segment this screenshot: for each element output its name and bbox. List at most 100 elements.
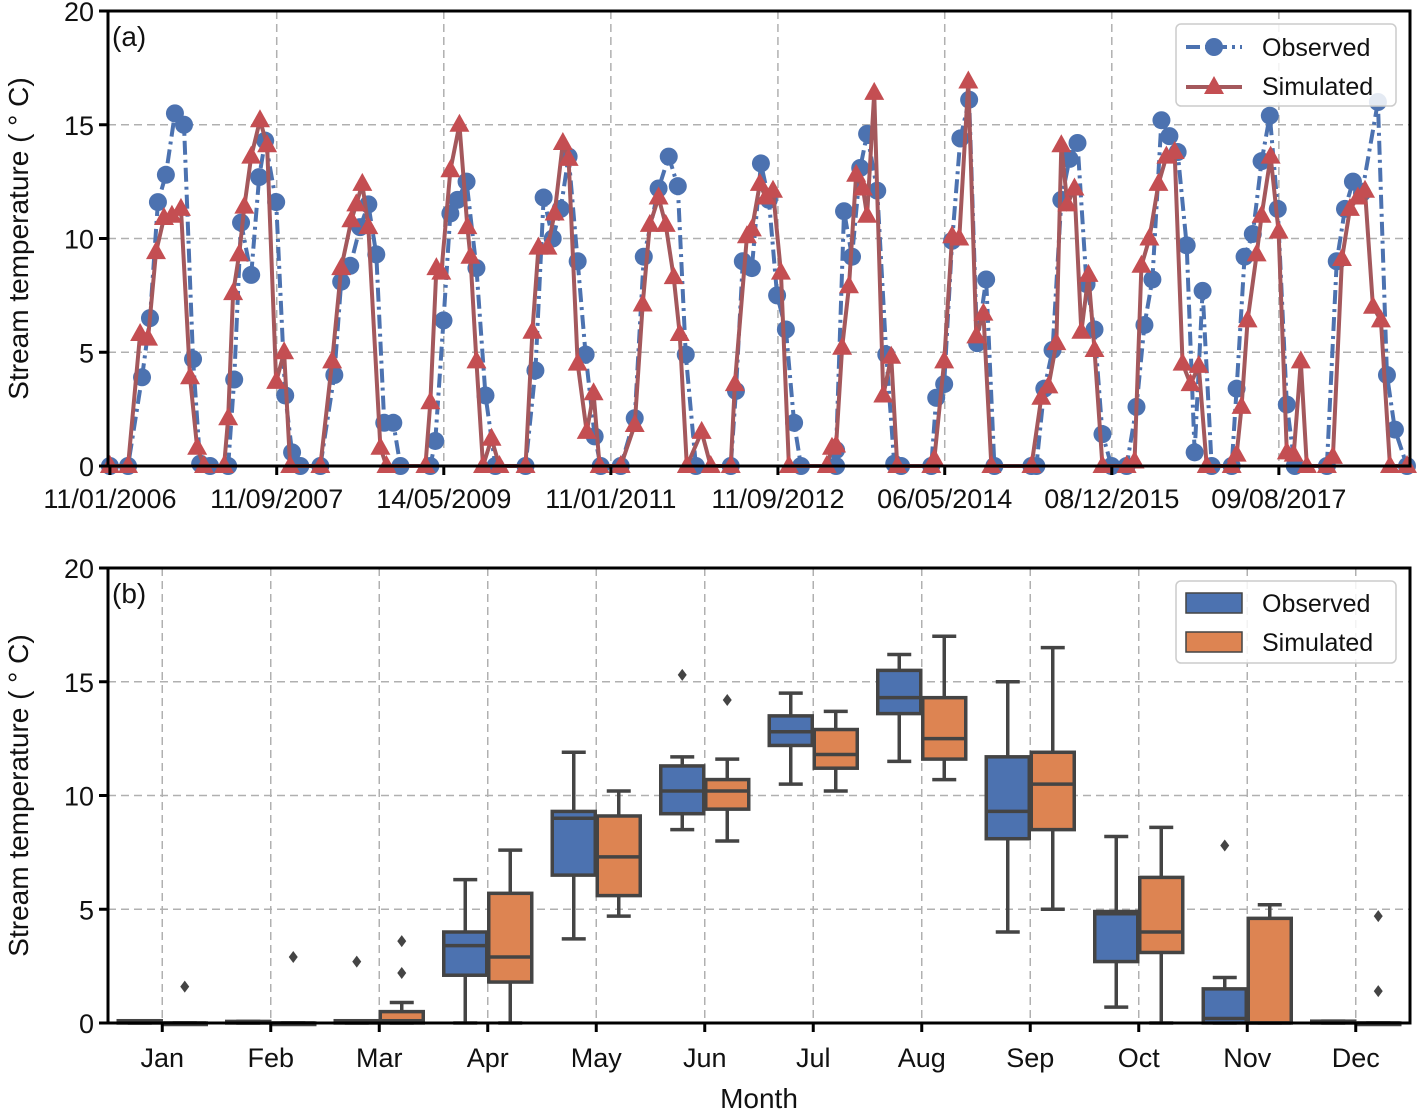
legend-observed-label: Observed bbox=[1262, 590, 1370, 618]
simulated-point bbox=[864, 81, 885, 100]
simulated-point bbox=[352, 172, 373, 191]
x-tick-label: May bbox=[571, 1043, 623, 1073]
observed-box-mar bbox=[333, 955, 380, 1025]
box-iqr bbox=[1246, 916, 1293, 1025]
observed-point bbox=[1160, 127, 1179, 146]
simulated-point bbox=[1057, 193, 1078, 212]
simulated-point bbox=[218, 407, 239, 426]
simulated-point bbox=[341, 209, 362, 228]
legend-simulated-label: Simulated bbox=[1262, 629, 1373, 657]
simulated-point bbox=[146, 241, 167, 260]
simulated-point bbox=[958, 70, 979, 89]
box-iqr bbox=[550, 809, 597, 877]
simulated-point bbox=[1355, 179, 1376, 198]
simulated-point bbox=[118, 455, 139, 473]
box-iqr bbox=[876, 668, 923, 716]
simulated-point bbox=[161, 204, 182, 223]
legend-observed-label: Observed bbox=[1262, 34, 1370, 62]
simulated-point bbox=[473, 455, 494, 473]
simulated-point bbox=[576, 420, 597, 439]
y-tick-label: 5 bbox=[79, 338, 94, 368]
simulated-point bbox=[138, 327, 159, 346]
panel-b-y-axis-title: Stream temperature ( ° C) bbox=[3, 634, 34, 956]
simulated-point bbox=[1116, 455, 1137, 473]
simulated-point bbox=[241, 145, 262, 164]
simulated-point bbox=[1331, 247, 1352, 266]
outlier-point bbox=[1373, 910, 1383, 923]
simulated-point bbox=[966, 325, 987, 344]
simulated-point bbox=[522, 320, 543, 339]
simulated-point bbox=[280, 455, 301, 473]
observed-point bbox=[659, 147, 678, 166]
observed-point bbox=[1193, 281, 1212, 300]
panel-b-y-ticks: 0 5 10 15 20 bbox=[64, 554, 108, 1039]
simulated-point bbox=[223, 282, 244, 301]
simulated-point bbox=[257, 134, 278, 153]
observed-box-jul bbox=[767, 691, 814, 786]
x-tick-label: 11/09/2012 bbox=[711, 484, 844, 514]
outlier-point bbox=[722, 693, 732, 706]
simulated-point bbox=[741, 218, 762, 237]
simulated-point bbox=[589, 455, 610, 473]
simulated-point bbox=[1156, 145, 1177, 164]
simulated-point bbox=[816, 455, 837, 473]
simulated-point bbox=[1124, 450, 1145, 469]
simulated-point bbox=[1084, 338, 1105, 357]
simulated-point bbox=[762, 179, 783, 198]
simulated-point bbox=[489, 455, 510, 473]
simulated-point bbox=[457, 216, 478, 235]
x-tick-label: 11/09/2007 bbox=[210, 484, 343, 514]
simulated-point bbox=[881, 345, 902, 364]
y-tick-label: 20 bbox=[64, 0, 94, 27]
simulated-point bbox=[610, 455, 631, 473]
panel-b-legend: Observed Simulated bbox=[1175, 580, 1397, 664]
box-iqr bbox=[487, 891, 534, 984]
observed-point bbox=[1177, 236, 1196, 255]
observed-point bbox=[1068, 133, 1087, 152]
simulated-point bbox=[234, 195, 255, 214]
simulated-point bbox=[1268, 220, 1289, 239]
simulated-point bbox=[632, 293, 653, 312]
box-iqr bbox=[1029, 750, 1076, 832]
simulated-point bbox=[770, 261, 791, 280]
simulated-point bbox=[1038, 375, 1059, 394]
simulated-point bbox=[846, 163, 867, 182]
observed-point bbox=[148, 193, 167, 212]
panel-b-x-ticks: Jan Feb Mar Apr May Jun Jul Aug Sep Oct Nov Dec bbox=[140, 1023, 1380, 1073]
simulated-point bbox=[832, 336, 853, 355]
simulated-point bbox=[838, 275, 859, 294]
box-iqr bbox=[812, 727, 859, 770]
simulated-point bbox=[887, 455, 908, 473]
simulated-box-may bbox=[595, 789, 642, 918]
simulated-point bbox=[724, 373, 745, 392]
simulated-point bbox=[1322, 445, 1343, 464]
simulated-point bbox=[1046, 332, 1067, 351]
y-tick-label: 10 bbox=[64, 782, 94, 812]
legend-simulated-marker bbox=[1204, 76, 1224, 94]
observed-point bbox=[835, 202, 854, 221]
observed-point bbox=[457, 172, 476, 191]
panel-a-series bbox=[99, 70, 1417, 475]
x-tick-label: Jul bbox=[796, 1043, 831, 1073]
simulated-point bbox=[1396, 455, 1417, 473]
simulated-point bbox=[194, 455, 215, 473]
simulated-point bbox=[1260, 145, 1281, 164]
panel-a-legend: Observed Simulated bbox=[1175, 23, 1397, 107]
x-tick-label: 14/05/2009 bbox=[376, 484, 511, 514]
observed-point bbox=[785, 413, 804, 432]
simulated-point bbox=[1180, 373, 1201, 392]
box-iqr bbox=[442, 930, 489, 977]
observed-point bbox=[1260, 106, 1279, 125]
observed-box-jun bbox=[659, 668, 706, 832]
panel-b-x-axis-title: Month bbox=[720, 1083, 798, 1112]
y-tick-label: 15 bbox=[64, 668, 94, 698]
simulated-point bbox=[449, 113, 470, 132]
y-tick-label: 15 bbox=[64, 111, 94, 141]
simulated-point bbox=[1296, 455, 1317, 473]
panel-a-y-axis-title: Stream temperature ( ° C) bbox=[3, 77, 34, 399]
simulated-point bbox=[1051, 134, 1072, 153]
x-tick-label: 09/08/2017 bbox=[1211, 484, 1346, 514]
simulated-point bbox=[415, 455, 436, 473]
simulated-point bbox=[346, 193, 367, 212]
